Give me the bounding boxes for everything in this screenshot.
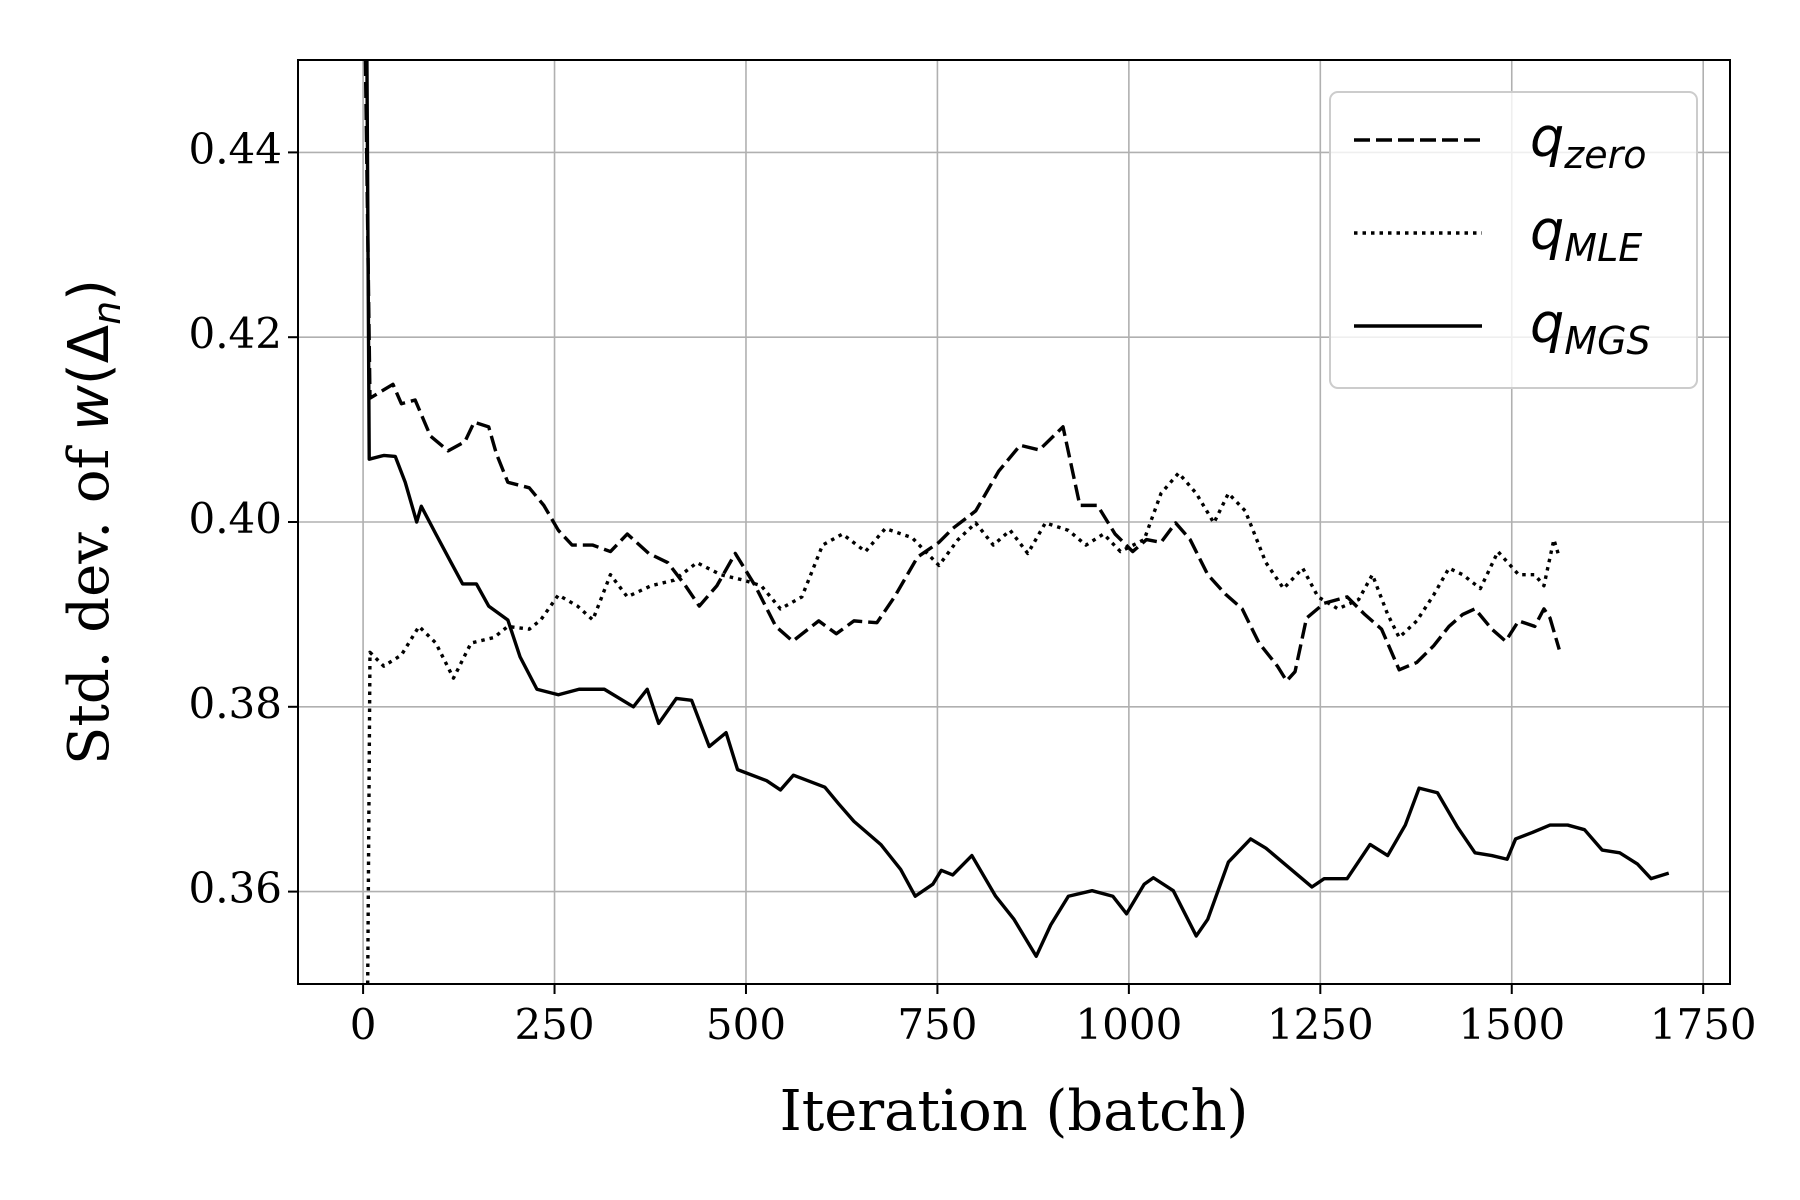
legend-label-sub: zero — [1563, 133, 1646, 177]
x-tick-label: 1500 — [1458, 1000, 1565, 1049]
y-tick-label: 0.44 — [188, 124, 282, 173]
y-tick-label: 0.38 — [188, 679, 282, 728]
x-tick-label: 1250 — [1267, 1000, 1374, 1049]
y-tick-label: 0.40 — [188, 494, 282, 543]
x-tick-label: 250 — [514, 1000, 594, 1049]
legend-box — [1329, 91, 1698, 389]
x-axis-label: Iteration (batch) — [780, 1079, 1249, 1144]
y-tick-label: 0.36 — [188, 864, 282, 913]
y-label-close: ) — [57, 279, 122, 301]
ticks: 0 250 500 750 1000 1250 1500 1750 0.36 0.38 0.40 0.… — [188, 124, 1756, 1049]
legend-label-base: q — [1530, 106, 1564, 169]
series-line — [365, 471, 1561, 984]
y-label-delta: (Δ — [57, 325, 122, 385]
y-axis-label: Std. dev. of w(Δn) — [57, 279, 129, 765]
legend-label-base: q — [1530, 292, 1564, 355]
legend-label: qzero — [1530, 106, 1646, 177]
y-label-var: w — [57, 385, 122, 431]
series-line — [365, 60, 1670, 958]
x-tick-label: 1000 — [1075, 1000, 1182, 1049]
legend-label: qMGS — [1530, 292, 1651, 363]
legend-label-sub: MLE — [1564, 226, 1642, 270]
y-label-sub: n — [85, 301, 129, 325]
legend-label: qMLE — [1530, 199, 1642, 270]
series-line — [363, 60, 1561, 683]
legend-label-base: q — [1530, 199, 1564, 262]
x-tick-label: 0 — [350, 1000, 377, 1049]
y-label-text: Std. dev. of — [57, 431, 122, 765]
x-tick-label: 500 — [706, 1000, 786, 1049]
plot-lines — [363, 60, 1670, 984]
x-tick-label: 1750 — [1650, 1000, 1757, 1049]
x-tick-label: 750 — [897, 1000, 977, 1049]
y-tick-label: 0.42 — [188, 309, 282, 358]
legend-label-sub: MGS — [1564, 319, 1650, 363]
